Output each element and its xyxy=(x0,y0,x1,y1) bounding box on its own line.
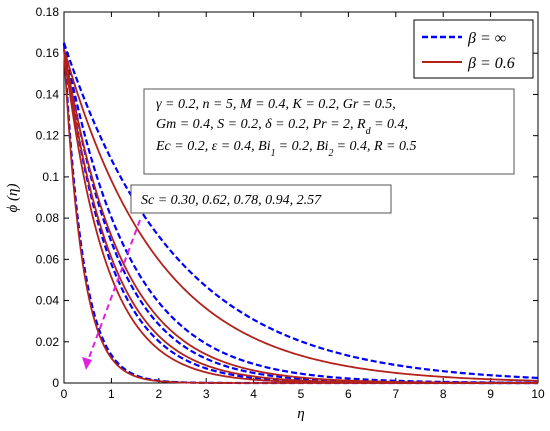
x-tick-label: 4 xyxy=(250,387,257,401)
y-tick-label: 0.16 xyxy=(36,46,60,60)
x-tick-label: 8 xyxy=(440,387,447,401)
x-tick-label: 7 xyxy=(392,387,399,401)
params-line-1: γ = 0.2, n = 5, M = 0.4, K = 0.2, Gr = 0… xyxy=(156,97,396,112)
y-tick-label: 0.04 xyxy=(36,294,60,308)
x-axis-label: η xyxy=(297,406,304,422)
x-tick-label: 0 xyxy=(61,387,68,401)
x-tick-label: 3 xyxy=(203,387,210,401)
x-tick-label: 2 xyxy=(155,387,162,401)
x-tick-label: 5 xyxy=(298,387,305,401)
y-tick-label: 0.14 xyxy=(36,87,60,101)
x-tick-label: 6 xyxy=(345,387,352,401)
params-box: γ = 0.2, n = 5, M = 0.4, K = 0.2, Gr = 0… xyxy=(143,88,515,175)
y-tick-label: 0.12 xyxy=(36,129,60,143)
curve-beta-inf-sc-0_3 xyxy=(62,42,539,379)
params-line-3: Ec = 0.2, ε = 0.4, Bi1 = 0.2, Bi2 = 0.4, R… xyxy=(155,139,416,159)
y-tick-label: 0.06 xyxy=(36,252,60,266)
x-tick-label: 1 xyxy=(108,387,115,401)
sc-box: Sc = 0.30, 0.62, 0.78, 0.94, 2.57 xyxy=(130,184,392,214)
y-axis-label: ϕ (η) xyxy=(5,184,21,213)
curve-beta-06-sc-2_57 xyxy=(63,49,538,384)
y-tick-label: 0 xyxy=(52,376,59,390)
curve-beta-06-sc-0_3 xyxy=(63,48,539,382)
axis-ticks: 0 1 2 3 4 5 6 7 8 9 10 0 0.02 0.04 0.06 0.08 0.1 0.12 0.14… xyxy=(36,5,545,401)
x-tick-label: 9 xyxy=(487,387,494,401)
y-tick-label: 0.1 xyxy=(42,170,59,184)
y-tick-label: 0.02 xyxy=(36,335,60,349)
curve-beta-inf-sc-0_62 xyxy=(62,42,539,384)
curves xyxy=(62,42,539,385)
x-tick-label: 10 xyxy=(531,387,545,401)
legend-label-beta-inf: β = ∞ xyxy=(467,30,506,47)
sc-annotation: Sc = 0.30, 0.62, 0.78, 0.94, 2.57 xyxy=(141,193,322,208)
legend-label-beta-06: β = 0.6 xyxy=(467,55,515,72)
legend: β = ∞ β = 0.6 xyxy=(413,19,534,79)
y-tick-label: 0.08 xyxy=(36,211,60,225)
y-tick-label: 0.18 xyxy=(36,5,60,19)
sc-arrow xyxy=(82,219,141,370)
params-line-2: Gm = 0.4, S = 0.2, δ = 0.2, Pr = 2, Rd =… xyxy=(156,117,408,137)
